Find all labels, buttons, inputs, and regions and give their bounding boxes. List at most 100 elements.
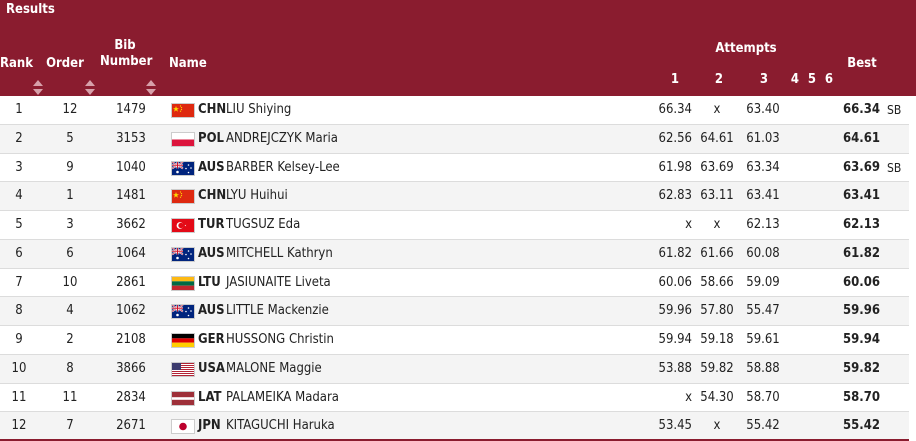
attempt-3-cell: 59.09 xyxy=(746,274,780,290)
bib-cell: 1040 xyxy=(116,159,146,175)
attempt-1-cell: 61.98 xyxy=(658,159,692,175)
country-code: TUR xyxy=(198,217,225,232)
country-flag-icon xyxy=(171,275,195,291)
table-row[interactable]: 10 8 3866 USA MALONE Maggie 53.88 59.82 58.88 59… xyxy=(0,354,909,384)
section-title: Results xyxy=(6,2,55,17)
country-flag-icon xyxy=(171,333,195,348)
attempt-3-cell: 60.08 xyxy=(746,245,780,261)
athlete-name: PALAMEIKA Madara xyxy=(226,389,339,405)
table-row[interactable]: 6 6 1064 AUS MITCHELL Kathryn 61.82 61.66 60.08… xyxy=(0,239,909,269)
attempt-2-cell: 58.66 xyxy=(700,274,734,290)
attempt-2-cell: 61.66 xyxy=(700,245,734,261)
attempt-2-cell: 64.61 xyxy=(700,130,734,146)
country-code: LTU xyxy=(198,274,221,290)
rank-cell: 10 xyxy=(11,360,27,376)
attempt-1-cell: 53.45 xyxy=(658,418,692,434)
country-flag-icon xyxy=(171,189,195,205)
attempt-2-header: 2 xyxy=(714,72,724,87)
attempt-2-cell: 59.18 xyxy=(700,332,734,347)
column-header-bib-line1: Bib xyxy=(114,38,136,53)
table-row[interactable]: 2 5 3153 POL ANDREJCZYK Maria 62.56 64.61 61.03… xyxy=(0,124,909,154)
athlete-name: LIU Shiying xyxy=(226,102,292,117)
rank-cell: 7 xyxy=(15,274,23,290)
attempt-2-cell: x xyxy=(713,102,721,117)
athlete-name: ANDREJCZYK Maria xyxy=(226,130,338,146)
order-cell: 6 xyxy=(66,245,74,261)
country-code: CHN xyxy=(198,102,227,117)
rank-cell: 6 xyxy=(15,245,23,261)
table-bottom-border xyxy=(0,439,909,441)
bib-cell: 2834 xyxy=(116,389,146,405)
table-header: Results Rank Order Bib Number Name Attem… xyxy=(0,0,916,96)
sort-ascending-icon[interactable] xyxy=(33,80,43,86)
attempt-1-cell: 59.96 xyxy=(658,303,692,319)
order-cell: 1 xyxy=(66,188,74,204)
country-code: CHN xyxy=(198,188,227,204)
rank-cell: 8 xyxy=(15,303,23,319)
order-cell: 5 xyxy=(66,130,74,146)
attempt-5-header: 5 xyxy=(807,72,817,87)
best-cell: 64.61 xyxy=(843,130,880,146)
order-cell: 12 xyxy=(62,102,78,117)
attempt-1-cell: 53.88 xyxy=(658,360,692,376)
order-cell: 11 xyxy=(62,389,78,405)
column-header-bib[interactable]: Bib Number xyxy=(100,38,152,70)
order-cell: 9 xyxy=(66,159,74,175)
rank-cell: 11 xyxy=(11,389,27,405)
attempt-1-cell: 61.82 xyxy=(658,245,692,261)
column-header-best[interactable]: Best xyxy=(847,56,877,71)
country-code: GER xyxy=(198,332,225,347)
attempt-3-cell: 59.61 xyxy=(746,332,780,347)
sort-ascending-icon[interactable] xyxy=(146,80,156,86)
sort-descending-icon[interactable] xyxy=(33,89,43,95)
best-cell: 55.42 xyxy=(843,418,880,434)
sort-descending-icon[interactable] xyxy=(85,89,95,95)
best-cell: 60.06 xyxy=(843,274,880,290)
attempt-3-cell: 58.70 xyxy=(746,389,780,405)
column-header-name[interactable]: Name xyxy=(169,56,207,71)
sort-descending-icon[interactable] xyxy=(146,89,156,95)
country-code: AUS xyxy=(198,303,225,319)
country-flag-icon xyxy=(171,218,195,233)
country-flag-icon xyxy=(171,304,195,320)
country-flag-icon xyxy=(171,390,195,406)
table-row[interactable]: 7 10 2861 LTU JASIUNAITE Liveta 60.06 58.66 59.… xyxy=(0,269,909,298)
order-cell: 3 xyxy=(66,217,74,232)
best-cell: 59.82 xyxy=(843,360,880,376)
rank-cell: 9 xyxy=(15,332,23,347)
record-badge: SB xyxy=(887,160,902,175)
attempt-3-cell: 63.41 xyxy=(746,188,780,204)
table-row[interactable]: 8 4 1062 AUS LITTLE Mackenzie 59.96 57.80 55.47… xyxy=(0,297,909,326)
table-row[interactable]: 1 12 1479 CHN LIU Shiying 66.34 x 63.40 66.34 SB xyxy=(0,96,909,125)
table-row[interactable]: 4 1 1481 CHN LYU Huihui 62.83 63.11 63.41 63.41 xyxy=(0,182,909,211)
order-cell: 2 xyxy=(66,332,74,347)
record-badge: SB xyxy=(887,103,902,117)
athlete-name: MALONE Maggie xyxy=(226,360,322,376)
table-row[interactable]: 11 11 2834 LAT PALAMEIKA Madara x 54.30 58.70 58… xyxy=(0,384,909,413)
attempt-3-cell: 63.40 xyxy=(746,102,780,117)
table-row[interactable]: 3 9 1040 AUS BARBER Kelsey-Lee 61.98 63.69 63.3… xyxy=(0,154,909,183)
attempt-3-cell: 62.13 xyxy=(746,217,780,232)
attempt-3-cell: 61.03 xyxy=(746,130,780,146)
attempt-1-cell: 62.56 xyxy=(658,130,692,146)
country-flag-icon xyxy=(171,103,195,118)
column-header-order[interactable]: Order xyxy=(46,56,84,71)
column-header-rank[interactable]: Rank xyxy=(0,56,34,71)
athlete-name: JASIUNAITE Liveta xyxy=(226,274,331,290)
country-code: USA xyxy=(198,360,225,376)
attempt-2-cell: 59.82 xyxy=(700,360,734,376)
rank-cell: 2 xyxy=(15,130,23,146)
athlete-name: TUGSUZ Eda xyxy=(226,217,301,232)
rank-cell: 4 xyxy=(15,188,23,204)
country-code: AUS xyxy=(198,159,225,175)
table-row[interactable]: 12 7 2671 JPN KITAGUCHI Haruka 53.45 x 55.42 55.… xyxy=(0,412,909,441)
table-row[interactable]: 9 2 2108 GER HUSSONG Christin 59.94 59.18 59.61… xyxy=(0,326,909,355)
table-row[interactable]: 5 3 3662 TUR TUGSUZ Eda x x 62.13 62.13 xyxy=(0,211,909,240)
attempt-3-cell: 55.42 xyxy=(746,418,780,434)
country-flag-icon xyxy=(171,131,195,147)
best-cell: 59.96 xyxy=(843,303,880,319)
sort-ascending-icon[interactable] xyxy=(85,80,95,86)
country-code: AUS xyxy=(198,245,225,261)
bib-cell: 1481 xyxy=(116,188,146,204)
